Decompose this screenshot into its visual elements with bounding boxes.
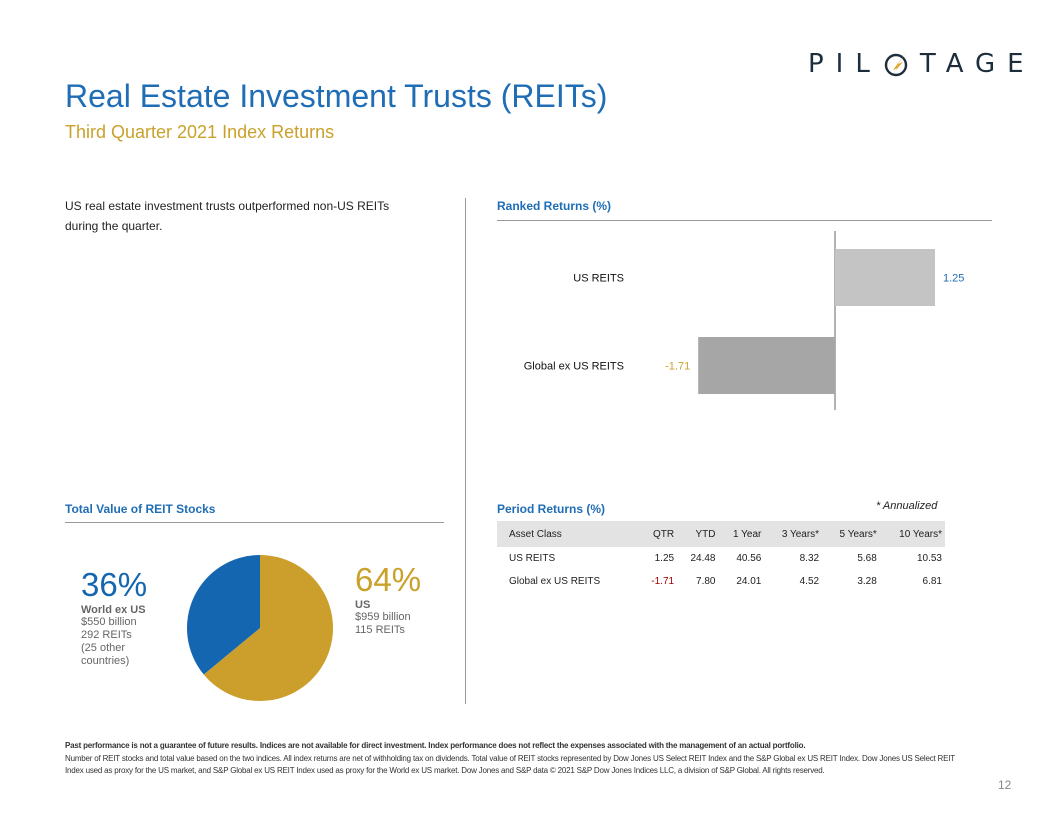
data-label: -1.71	[665, 361, 690, 373]
period-returns-title: Period Returns (%)	[497, 502, 606, 516]
category-label: US REITS	[573, 273, 624, 285]
cell-3-years: 8.32	[799, 553, 820, 564]
ranked-returns-chart: US REITS 1.25 Global ex US REITS -1.71	[524, 231, 964, 410]
pie-slice-us	[203, 555, 333, 701]
cell-asset-class: US REITS	[509, 553, 556, 564]
page-number: 12	[998, 778, 1012, 792]
annualized-note: * Annualized	[876, 500, 938, 512]
cell-3-years: 4.52	[799, 576, 820, 587]
table-row: Global ex US REITS -1.71 7.80 24.01 4.52…	[497, 570, 945, 593]
world-ex-us-legend: 36% World ex US $550 billion 292 REITs (…	[81, 566, 171, 668]
data-label: 1.25	[943, 273, 964, 285]
us-percent: 64%	[355, 561, 422, 598]
footnote-text: Number of REIT stocks and total value ba…	[65, 753, 955, 776]
col-header-5-years: 5 Years*	[822, 521, 880, 547]
cell-5-years: 5.68	[857, 553, 877, 564]
cell-1-year: 40.56	[736, 553, 762, 564]
pilotage-logo: PIL TAGE	[808, 48, 1036, 80]
col-header-1-year: 1 Year	[718, 521, 765, 547]
world-ex-us-label: World ex US	[81, 604, 146, 616]
world-ex-us-value: $550 billion	[81, 616, 137, 628]
col-header-asset-class: Asset Class	[497, 521, 639, 547]
total-value-title: Total Value of REIT Stocks	[65, 502, 216, 516]
footnote: Past performance is not a guarantee of f…	[65, 740, 960, 778]
logo-text-right: TAGE	[919, 49, 1036, 79]
total-value-pie-chart	[187, 555, 333, 701]
table-row: US REITS 1.25 24.48 40.56 8.32 5.68 10.5…	[497, 547, 945, 570]
ranked-returns-rule	[497, 220, 992, 221]
cell-asset-class: Global ex US REITS	[509, 576, 601, 587]
col-header-10-years: 10 Years*	[879, 521, 945, 547]
pie-slice-world-ex-us	[187, 555, 260, 675]
world-ex-us-count: 292 REITs	[81, 629, 132, 641]
footnote-disclaimer: Past performance is not a guarantee of f…	[65, 741, 806, 750]
logo-text-left: PIL	[808, 49, 882, 79]
ranked-returns-title: Ranked Returns (%)	[497, 199, 612, 213]
logo-compass-icon	[882, 48, 912, 80]
world-ex-us-note: (25 other countries)	[81, 642, 130, 667]
col-header-ytd: YTD	[677, 521, 719, 547]
us-legend: 64% US $959 billion 115 REITs	[355, 561, 445, 637]
cell-10-years: 10.53	[916, 553, 942, 564]
col-header-qtr: QTR	[638, 521, 678, 547]
section-divider	[465, 198, 466, 704]
cell-qtr: -1.71	[651, 576, 675, 587]
us-value: $959 billion	[355, 611, 411, 623]
cell-ytd: 24.48	[690, 553, 716, 564]
us-label: US	[355, 599, 371, 611]
table-header-row: Asset Class QTR YTD 1 Year 3 Years* 5 Ye…	[497, 521, 945, 547]
total-value-rule	[65, 522, 444, 523]
page-title: Real Estate Investment Trusts (REITs)	[65, 78, 608, 114]
category-label: Global ex US REITS	[524, 361, 624, 373]
cell-5-years: 3.28	[857, 576, 877, 587]
cell-10-years: 6.81	[922, 576, 942, 587]
bar-1	[698, 337, 835, 394]
period-returns-table: Asset Class QTR YTD 1 Year 3 Years* 5 Ye…	[497, 521, 945, 593]
world-ex-us-percent: 36%	[81, 566, 148, 603]
intro-text: US real estate investment trusts outperf…	[65, 199, 390, 233]
bar-0	[835, 249, 935, 306]
cell-ytd: 7.80	[696, 576, 716, 587]
cell-qtr: 1.25	[654, 553, 675, 564]
us-count: 115 REITs	[355, 624, 405, 636]
cell-1-year: 24.01	[736, 576, 762, 587]
col-header-3-years: 3 Years*	[764, 521, 823, 547]
page-subtitle: Third Quarter 2021 Index Returns	[65, 122, 335, 142]
